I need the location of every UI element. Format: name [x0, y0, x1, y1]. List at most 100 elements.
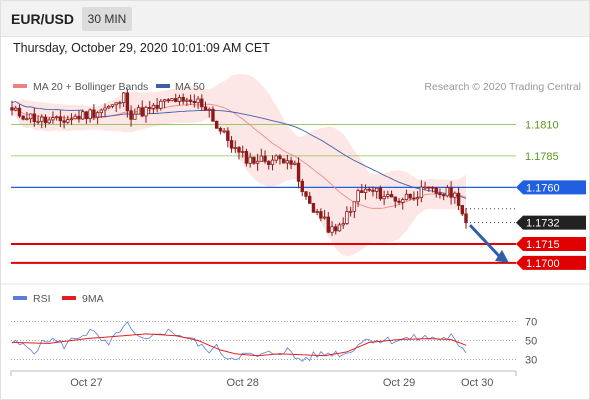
candle-body	[110, 104, 115, 107]
candle-body	[162, 99, 167, 102]
candle-body	[337, 224, 342, 232]
candle-body	[404, 193, 409, 201]
pivot-tag	[516, 180, 586, 195]
candle-body	[81, 111, 85, 120]
candle-body	[136, 107, 141, 115]
candle	[229, 135, 234, 153]
candle	[293, 160, 297, 166]
candle-body	[200, 98, 204, 108]
candle	[40, 114, 44, 129]
candle-body	[289, 160, 293, 165]
candle	[356, 188, 360, 207]
candle	[352, 201, 357, 219]
candle-body	[322, 216, 327, 219]
candle-body	[389, 194, 394, 198]
candle-body	[293, 162, 297, 165]
candle-body	[211, 108, 215, 122]
candle	[159, 99, 163, 111]
candle-body	[188, 99, 193, 102]
candle	[281, 158, 286, 164]
candle-body	[62, 120, 66, 123]
candle-body	[441, 194, 446, 197]
candle	[174, 93, 178, 103]
candle-body	[281, 158, 286, 164]
candle	[415, 191, 420, 206]
candle	[360, 184, 364, 193]
candle	[226, 127, 230, 148]
candle-body	[278, 155, 282, 160]
candle	[300, 178, 304, 197]
candle-body	[203, 106, 208, 111]
forecast-arrowhead	[495, 249, 509, 263]
candle	[17, 104, 22, 119]
rsi-tick-label: 50	[525, 336, 537, 348]
candle-body	[430, 186, 435, 189]
candle	[81, 109, 85, 120]
rsi-legend-swatch	[13, 296, 27, 300]
candle	[334, 223, 338, 235]
timeframe-button[interactable]: 30 MIN	[82, 7, 132, 31]
candle-body	[241, 151, 245, 153]
candle	[308, 192, 312, 204]
candle-body	[367, 188, 371, 191]
candle	[185, 97, 189, 107]
candle-body	[43, 116, 48, 124]
candle-body	[151, 104, 156, 109]
candle	[378, 185, 383, 201]
candle-body	[408, 193, 412, 199]
candle-body	[88, 109, 92, 120]
bollinger-band	[12, 74, 466, 257]
candle-body	[270, 159, 275, 165]
candle	[66, 115, 70, 124]
candle	[367, 186, 371, 193]
candle-body	[248, 156, 252, 164]
candle	[449, 181, 453, 205]
candle	[274, 154, 278, 164]
candle	[181, 93, 185, 105]
candle	[54, 115, 59, 121]
candle	[133, 108, 137, 120]
candle	[92, 104, 96, 121]
candle	[430, 186, 435, 193]
candle	[296, 157, 301, 189]
candle	[259, 148, 264, 162]
candle	[21, 115, 25, 121]
candle-body	[147, 106, 152, 109]
candle-body	[445, 187, 450, 197]
candle	[263, 150, 267, 164]
candle	[255, 153, 260, 171]
candle	[43, 114, 48, 128]
candle-body	[386, 194, 390, 197]
ma50-legend-label: MA 50	[175, 81, 205, 93]
candle-body	[371, 189, 375, 192]
pivot-label: 1.1760	[526, 182, 560, 194]
candle-body	[25, 118, 29, 121]
candle-body	[159, 100, 163, 109]
candle-body	[348, 210, 353, 213]
support-tag	[516, 237, 586, 252]
candle-body	[360, 190, 364, 193]
candle-body	[311, 203, 316, 213]
candle	[118, 100, 122, 109]
candle	[114, 102, 118, 113]
candle	[445, 185, 450, 198]
candle-body	[415, 197, 420, 200]
candle-body	[17, 107, 22, 117]
candle	[423, 181, 427, 190]
candle-body	[222, 130, 226, 133]
candle	[330, 221, 334, 236]
candle	[382, 190, 386, 205]
candle	[196, 96, 200, 109]
candle-body	[315, 211, 319, 213]
candle	[110, 104, 115, 109]
candle-body	[196, 98, 200, 104]
candle-body	[255, 160, 260, 164]
candle-body	[174, 98, 178, 102]
candle	[162, 99, 167, 109]
candle-body	[170, 98, 174, 101]
candle-body	[125, 92, 130, 112]
x-tick-label: Oct 27	[70, 377, 102, 389]
candle	[341, 217, 345, 229]
candle-body	[58, 116, 63, 122]
